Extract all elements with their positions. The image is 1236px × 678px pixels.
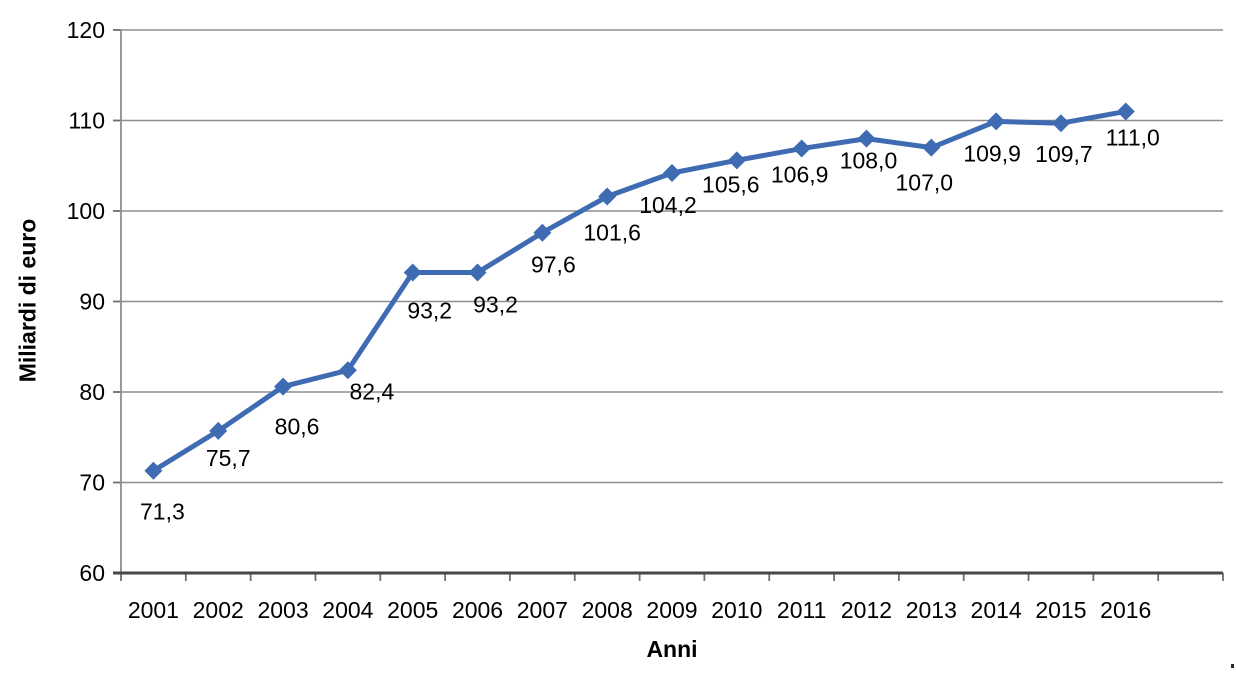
artifact-dot (1231, 664, 1234, 668)
y-tick-label-120: 120 (67, 17, 105, 43)
y-tick-label-80: 80 (79, 379, 105, 405)
data-point-2014 (987, 112, 1006, 131)
data-point-2008 (598, 187, 617, 206)
series-line (150, 108, 1129, 474)
data-label-2003: 80,6 (275, 414, 320, 440)
data-label-2006: 93,2 (473, 292, 518, 318)
x-tick-label-2011: 2011 (777, 597, 826, 623)
data-label-2010: 105,6 (702, 171, 760, 197)
x-tick-label-2013: 2013 (906, 597, 957, 623)
x-tick-label-2001: 2001 (128, 597, 179, 623)
data-point-2001 (144, 461, 163, 480)
data-label-2007: 97,6 (531, 252, 576, 278)
data-label-2004: 82,4 (349, 378, 394, 404)
data-point-2010 (727, 151, 746, 170)
data-point-2005 (403, 263, 422, 282)
x-tick-label-2005: 2005 (387, 597, 438, 623)
data-point-2009 (663, 163, 681, 182)
data-label-2001: 71,3 (140, 499, 185, 525)
x-tick-label-2009: 2009 (646, 597, 697, 623)
data-point-2012 (857, 129, 876, 148)
y-axis-title: Miliardi di euro (14, 218, 41, 383)
data-label-2014: 109,9 (963, 140, 1021, 166)
x-tick-label-2014: 2014 (971, 597, 1022, 623)
x-tick-label-2012: 2012 (841, 597, 892, 623)
x-axis-title: Anni (646, 636, 698, 662)
x-tick-label-2006: 2006 (452, 597, 503, 623)
data-point-2007 (533, 223, 552, 242)
data-point-2003 (274, 377, 293, 396)
x-tick-label-2007: 2007 (517, 597, 568, 623)
y-tick-label-100: 100 (67, 198, 105, 224)
y-tick-label-70: 70 (79, 470, 105, 496)
data-label-2002: 75,7 (206, 445, 251, 471)
x-tick-label-2002: 2002 (193, 597, 244, 623)
y-tick-label-110: 110 (68, 108, 105, 134)
data-point-2006 (468, 263, 487, 282)
data-label-2012: 108,0 (840, 148, 898, 174)
data-point-2011 (792, 139, 811, 158)
data-point-2015 (1051, 114, 1070, 133)
data-label-2008: 101,6 (583, 220, 641, 246)
data-label-2005: 93,2 (407, 298, 452, 324)
data-label-2011: 106,9 (771, 162, 829, 188)
data-label-2013: 107,0 (896, 170, 954, 196)
y-tick-label-90: 90 (79, 289, 105, 315)
x-tick-label-2015: 2015 (1035, 597, 1086, 623)
data-point-2013 (922, 138, 941, 157)
data-point-2016 (1116, 102, 1135, 121)
x-tick-label-2016: 2016 (1100, 597, 1151, 623)
x-tick-label-2003: 2003 (257, 597, 308, 623)
data-point-2002 (209, 421, 228, 440)
data-label-2016: 111,0 (1106, 124, 1160, 150)
data-label-2015: 109,7 (1035, 141, 1093, 167)
x-tick-label-2010: 2010 (711, 597, 762, 623)
x-tick-label-2004: 2004 (322, 597, 373, 623)
y-tick-label-60: 60 (79, 560, 105, 586)
data-label-2009: 104,2 (639, 192, 697, 218)
data-point-2004 (338, 361, 357, 380)
x-tick-label-2008: 2008 (582, 597, 633, 623)
